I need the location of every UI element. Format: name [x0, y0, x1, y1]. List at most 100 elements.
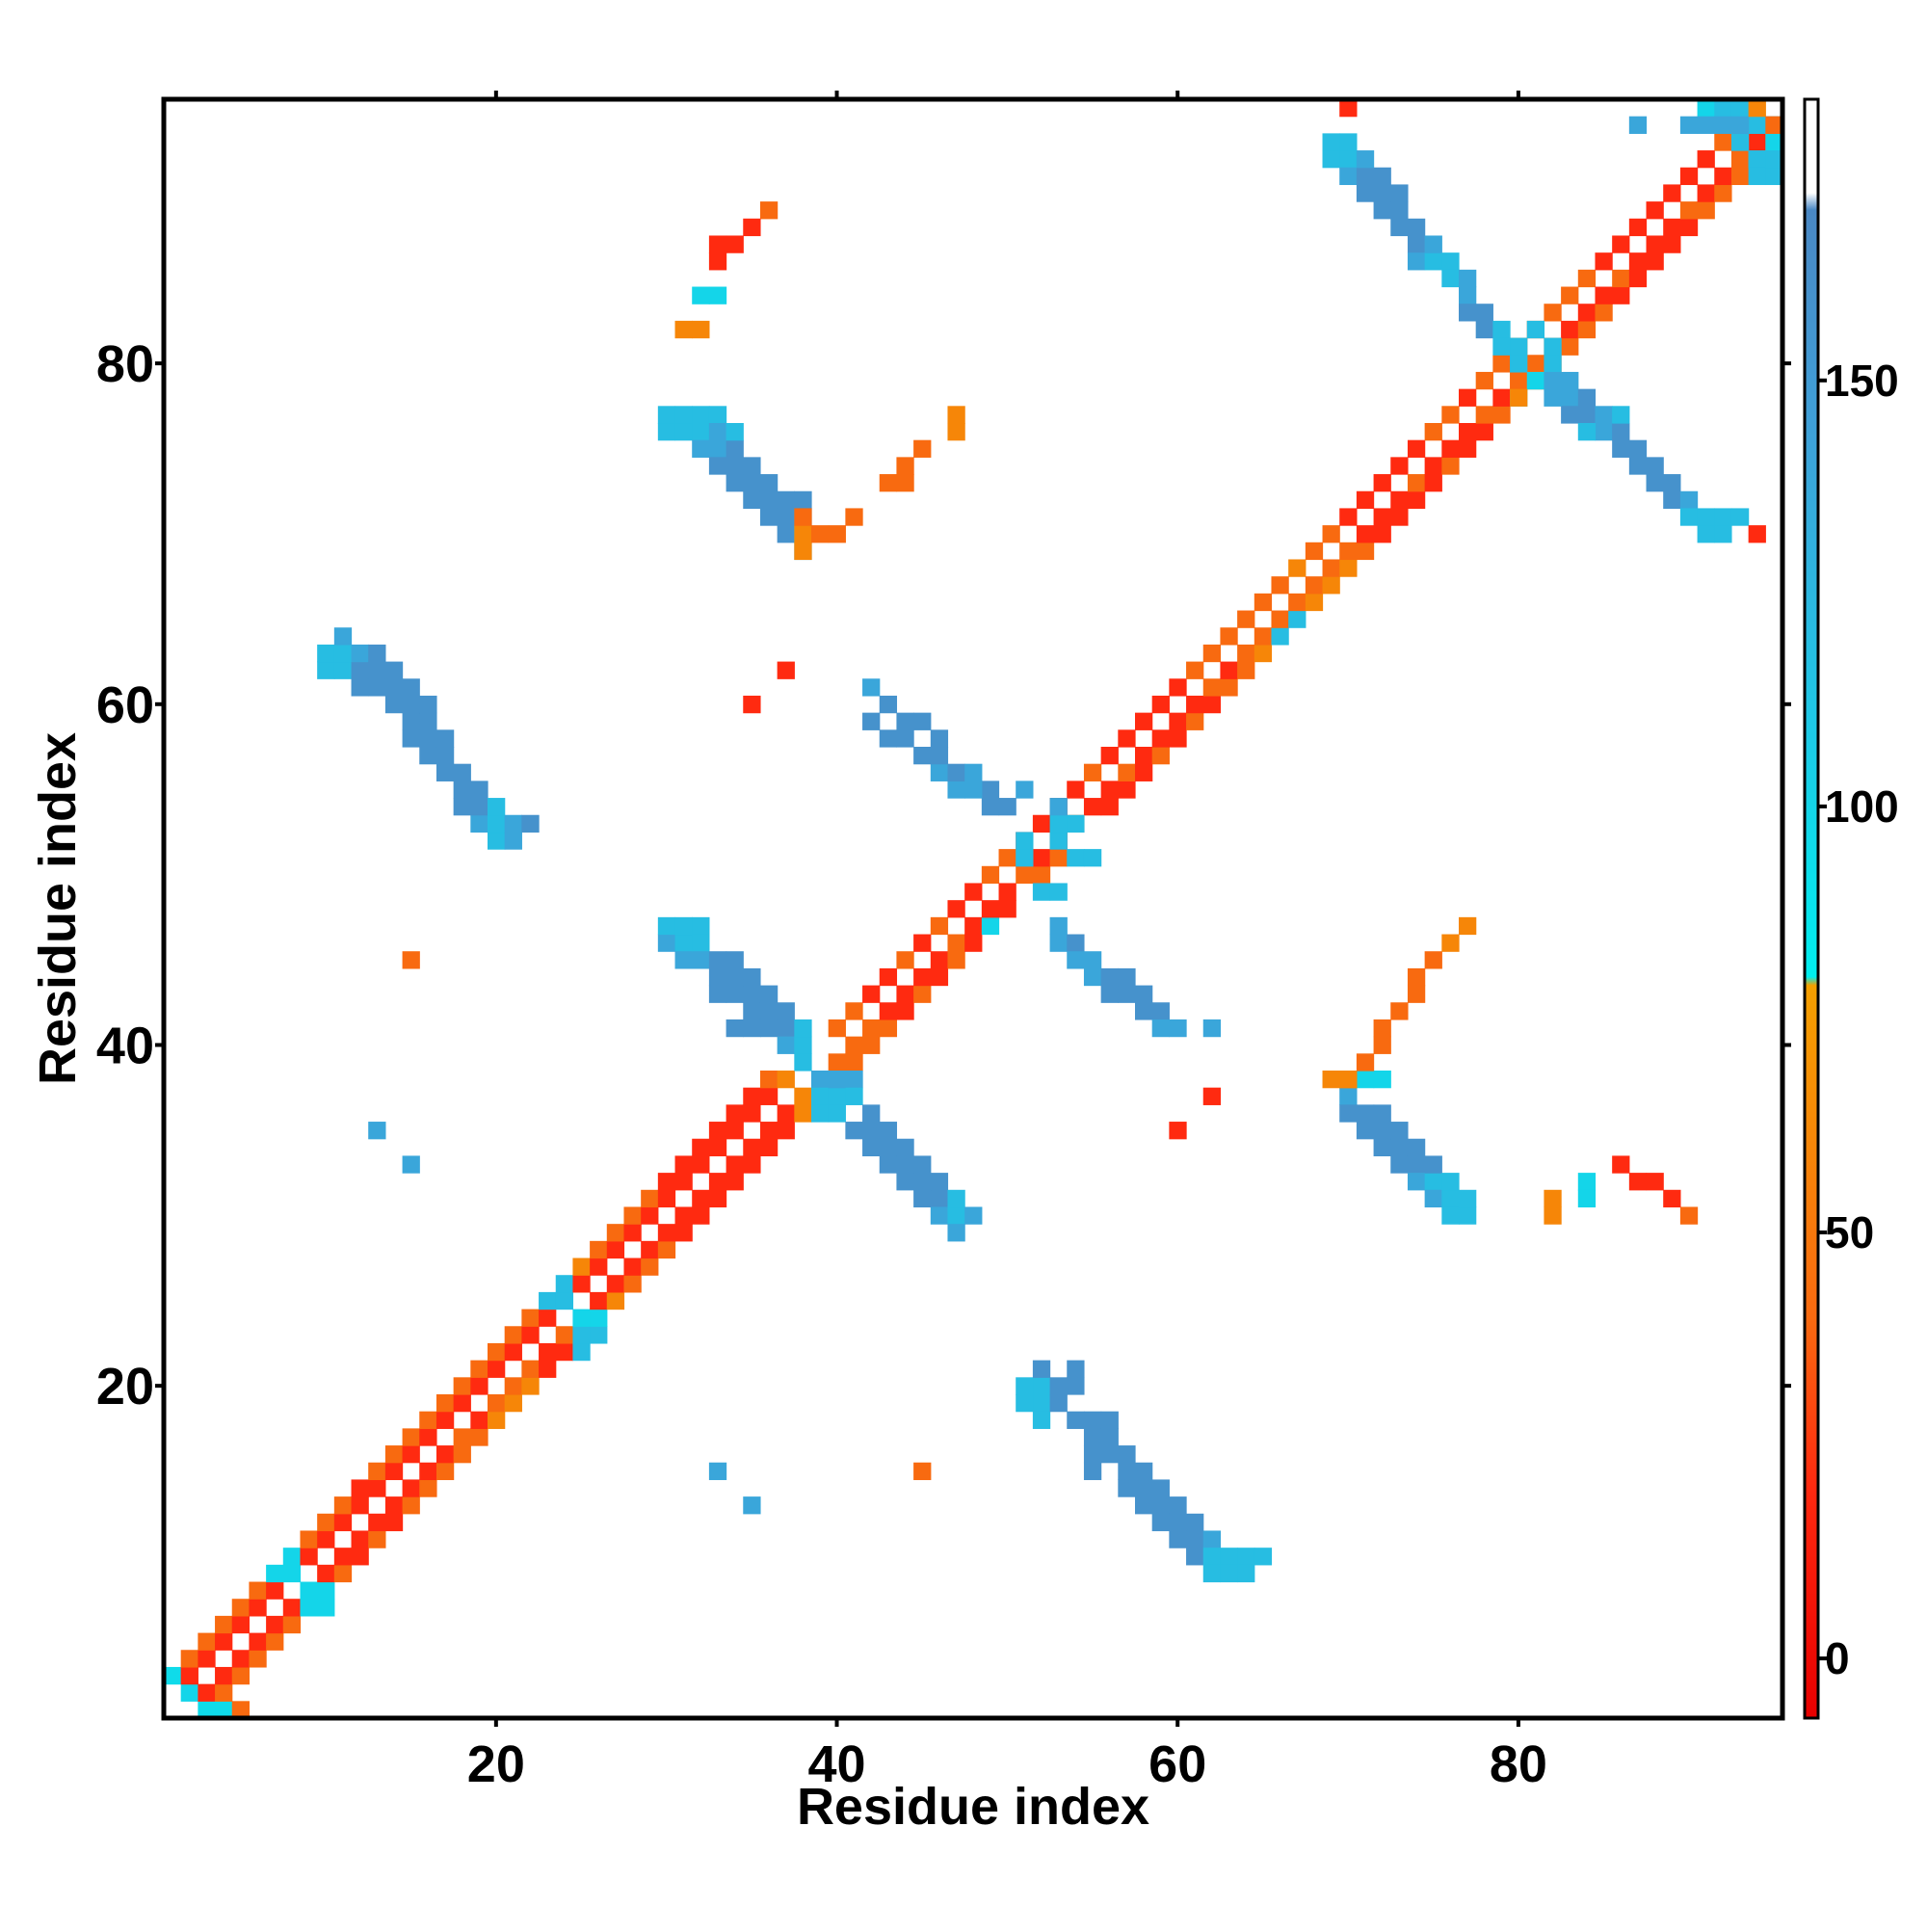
heatmap-cell	[964, 883, 983, 901]
heatmap-cell	[1373, 184, 1391, 202]
heatmap-cell	[1748, 525, 1766, 543]
heatmap-cell	[657, 406, 676, 424]
heatmap-cell	[1202, 1548, 1222, 1566]
heatmap-cell	[777, 508, 795, 526]
heatmap-cell	[1612, 286, 1630, 304]
heatmap-cell	[1714, 184, 1732, 202]
heatmap-cell	[1459, 1189, 1477, 1208]
heatmap-cell	[879, 695, 898, 714]
heatmap-cell	[1646, 457, 1664, 475]
heatmap-cell	[282, 1615, 302, 1634]
heatmap-cell	[964, 763, 983, 781]
heatmap-cell	[1373, 1122, 1391, 1140]
heatmap-cell	[436, 1411, 455, 1429]
heatmap-cell	[1202, 1530, 1222, 1548]
heatmap-cell	[1475, 304, 1493, 322]
heatmap-cell	[333, 1548, 353, 1566]
heatmap-cell	[1118, 1479, 1136, 1497]
heatmap-cell	[333, 644, 353, 663]
heatmap-cell	[1526, 371, 1545, 390]
heatmap-cell	[1561, 406, 1579, 424]
heatmap-cell	[845, 508, 863, 526]
heatmap-cell	[1441, 1189, 1460, 1208]
heatmap-cell	[1083, 1428, 1102, 1446]
heatmap-cell	[453, 1394, 471, 1413]
heatmap-cell	[1100, 747, 1119, 765]
heatmap-cell	[759, 490, 779, 510]
heatmap-cell	[1424, 1173, 1442, 1191]
heatmap-cell	[1646, 252, 1664, 271]
heatmap-cell	[1441, 439, 1460, 458]
heatmap-cell	[794, 490, 812, 510]
heatmap-cell	[1356, 1122, 1375, 1140]
heatmap-cell	[606, 1240, 625, 1259]
heatmap-cell	[811, 1104, 830, 1123]
heatmap-cell	[641, 1240, 659, 1259]
heatmap-cell	[692, 286, 710, 304]
heatmap-cell	[590, 1240, 608, 1259]
heatmap-cell	[1679, 490, 1699, 510]
heatmap-cell	[180, 1650, 198, 1668]
heatmap-cell	[708, 951, 727, 969]
heatmap-cell	[1526, 320, 1545, 339]
heatmap-cell	[743, 695, 761, 714]
heatmap-cell	[1083, 798, 1102, 816]
heatmap-cell	[1356, 184, 1375, 202]
heatmap-cell	[453, 798, 471, 816]
heatmap-cell	[777, 1002, 795, 1020]
heatmap-cell	[726, 1122, 744, 1140]
heatmap-cell	[384, 1445, 404, 1464]
heatmap-cell	[351, 1530, 369, 1548]
heatmap-cell	[1441, 406, 1460, 424]
heatmap-cell	[845, 1087, 863, 1105]
heatmap-cell	[1049, 934, 1068, 952]
heatmap-cell	[180, 1666, 198, 1685]
heatmap-cell	[1169, 1496, 1187, 1515]
heatmap-cell	[743, 218, 761, 237]
heatmap-cell	[351, 1496, 369, 1515]
heatmap-cell	[266, 1615, 284, 1634]
heatmap-cell	[1305, 576, 1324, 595]
heatmap-cell	[623, 1257, 642, 1276]
heatmap-cell	[657, 916, 676, 936]
heatmap-cell	[1083, 951, 1102, 969]
heatmap-cell	[913, 967, 932, 987]
heatmap-cell	[504, 814, 522, 834]
heatmap-cell	[708, 457, 727, 475]
heatmap-cell	[896, 712, 914, 730]
heatmap-cell	[1186, 661, 1204, 679]
heatmap-cell	[759, 1122, 779, 1140]
heatmap-cell	[1561, 371, 1579, 390]
heatmap-cell	[896, 951, 914, 969]
heatmap-cell	[249, 1632, 267, 1651]
heatmap-cell	[1561, 286, 1579, 304]
y-tick-label: 60	[96, 676, 154, 734]
heatmap-cell	[402, 1428, 420, 1446]
heatmap-cell	[1714, 99, 1732, 118]
heatmap-cell	[726, 1019, 744, 1038]
heatmap-cell	[488, 1394, 506, 1413]
heatmap-cell	[1049, 832, 1068, 850]
heatmap-cell	[1032, 865, 1051, 885]
heatmap-cell	[1202, 678, 1222, 697]
colorbar-gradient	[1803, 97, 1820, 1720]
heatmap-cell	[453, 1428, 471, 1446]
heatmap-cell	[1049, 1394, 1068, 1413]
heatmap-cell	[1202, 695, 1222, 714]
heatmap-cell	[1748, 133, 1766, 151]
heatmap-cell	[1424, 1189, 1442, 1208]
heatmap-cell	[590, 1291, 608, 1310]
heatmap-cell	[708, 1138, 727, 1157]
heatmap-cell	[1612, 269, 1630, 288]
heatmap-cell	[759, 1087, 779, 1105]
heatmap-cell	[1032, 1411, 1051, 1429]
heatmap-cell	[1595, 406, 1613, 424]
heatmap-cell	[1373, 508, 1391, 526]
heatmap-cell	[1663, 490, 1681, 510]
heatmap-cell	[1151, 1496, 1170, 1515]
heatmap-cell	[419, 747, 437, 765]
heatmap-cell	[862, 1019, 881, 1038]
heatmap-cell	[896, 1138, 914, 1157]
heatmap-cell	[1151, 729, 1170, 748]
heatmap-cell	[1118, 1462, 1136, 1481]
